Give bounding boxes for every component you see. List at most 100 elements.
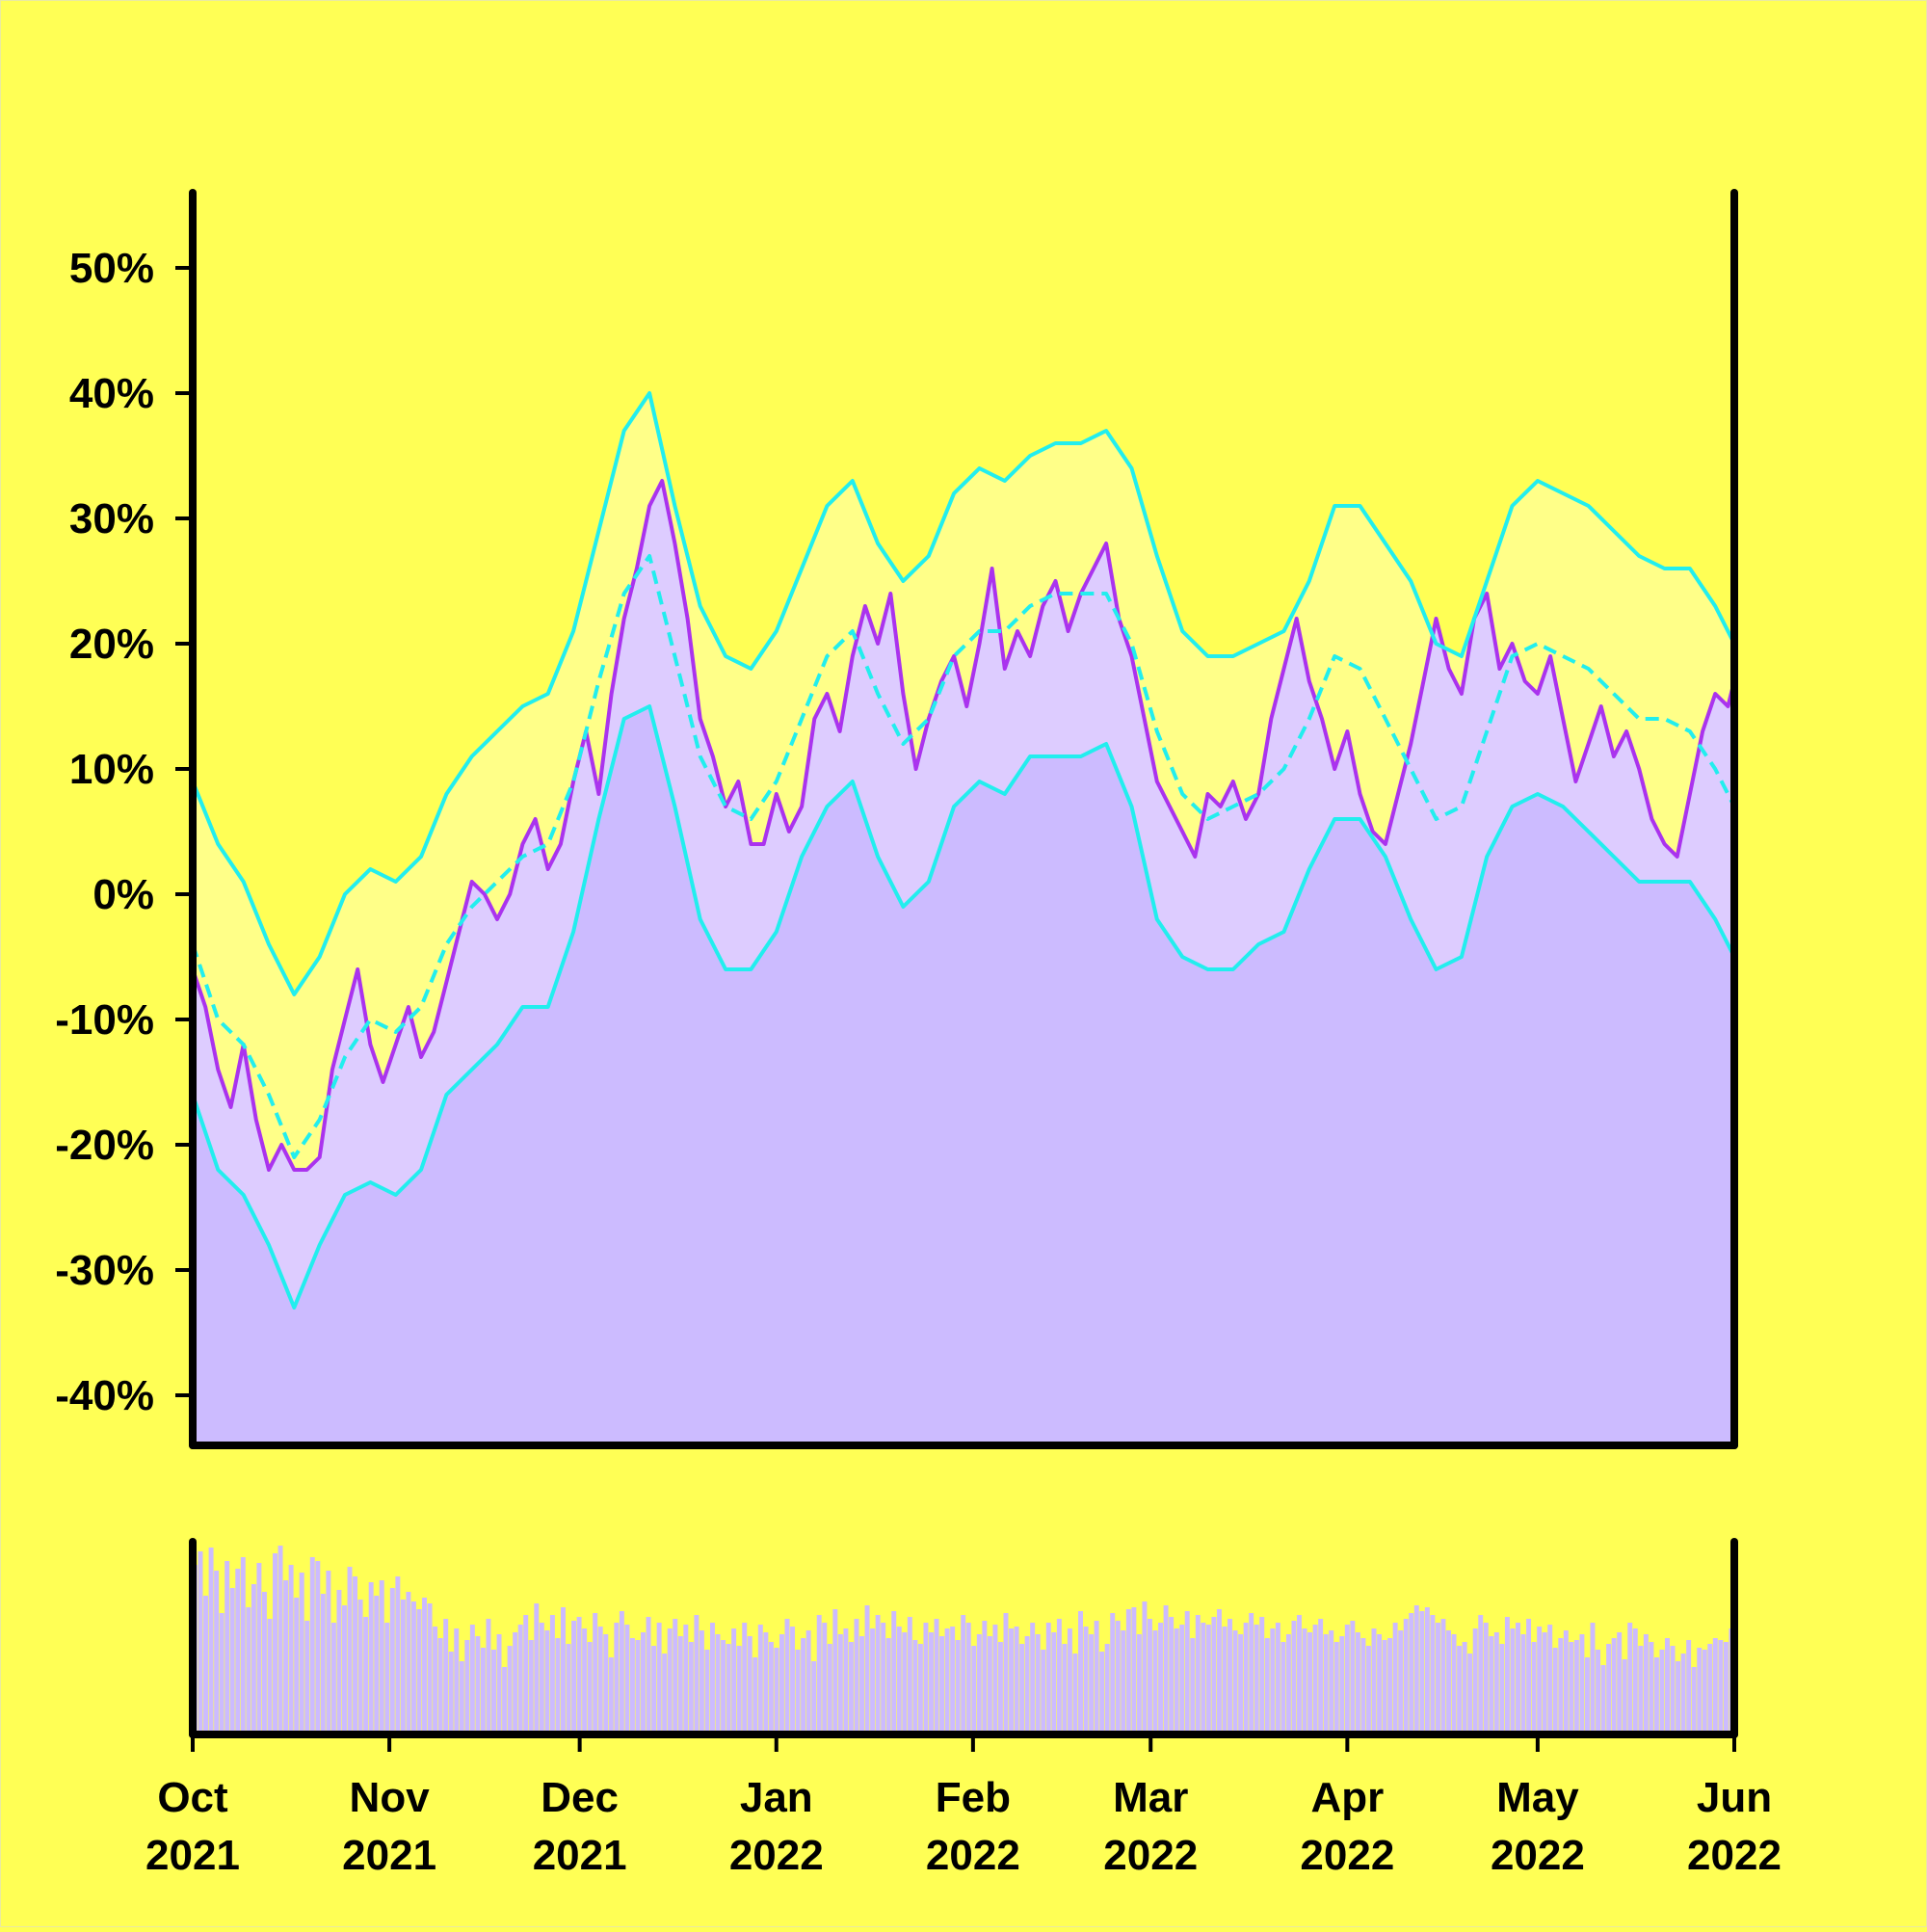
volume-bar bbox=[1099, 1652, 1105, 1734]
volume-bar bbox=[859, 1636, 864, 1734]
x-axis-ticks: Oct 2021 Nov 2021 Dec 2021 Jan 2022 Feb 2022 Mar 20… bbox=[145, 1734, 1782, 1879]
volume-bar bbox=[517, 1625, 523, 1734]
volume-bar bbox=[1350, 1621, 1356, 1734]
volume-bar bbox=[582, 1628, 588, 1734]
volume-bar bbox=[721, 1640, 726, 1734]
volume-bar bbox=[357, 1600, 363, 1734]
volume-bar bbox=[1547, 1625, 1553, 1734]
volume-bar bbox=[1222, 1627, 1227, 1734]
volume-bar bbox=[528, 1640, 534, 1734]
volume-bar bbox=[1409, 1613, 1414, 1734]
volume-bar bbox=[1723, 1642, 1729, 1734]
volume-bar bbox=[1552, 1648, 1558, 1734]
volume-bar bbox=[907, 1617, 912, 1734]
lower-band-area bbox=[193, 606, 1734, 1445]
x-tick-label-year: 2022 bbox=[1491, 1832, 1585, 1879]
volume-bar bbox=[1510, 1628, 1516, 1734]
volume-bar bbox=[566, 1644, 571, 1734]
volume-bar bbox=[704, 1650, 710, 1734]
volume-bar bbox=[816, 1615, 822, 1734]
volume-bar bbox=[336, 1590, 342, 1734]
volume-bar bbox=[1009, 1628, 1014, 1734]
volume-bar bbox=[1360, 1638, 1366, 1734]
volume-bar bbox=[1333, 1642, 1339, 1734]
volume-bar bbox=[427, 1603, 433, 1734]
x-tick-label-month: Dec bbox=[541, 1774, 619, 1821]
volume-bar bbox=[673, 1619, 678, 1734]
volume-bar bbox=[1596, 1650, 1600, 1734]
volume-bar bbox=[1121, 1630, 1126, 1734]
volume-bar bbox=[1483, 1623, 1489, 1734]
x-tick-label-year: 2022 bbox=[1300, 1832, 1394, 1879]
x-tick-label-year: 2021 bbox=[145, 1832, 240, 1879]
volume-bar bbox=[1584, 1657, 1590, 1734]
volume-bar bbox=[502, 1667, 508, 1734]
volume-bar bbox=[1254, 1625, 1259, 1734]
volume-bar bbox=[1643, 1634, 1649, 1734]
volume-bar bbox=[240, 1557, 246, 1734]
volume-bar bbox=[294, 1598, 300, 1734]
volume-bar bbox=[939, 1636, 945, 1734]
volume-bar bbox=[854, 1619, 859, 1734]
y-tick-label: 0% bbox=[92, 871, 154, 918]
volume-bar bbox=[1526, 1619, 1532, 1734]
volume-bar bbox=[1611, 1638, 1617, 1734]
volume-bar bbox=[1323, 1634, 1329, 1734]
volume-bar bbox=[513, 1632, 518, 1734]
volume-bar bbox=[1179, 1625, 1185, 1734]
x-tick-label-year: 2021 bbox=[533, 1832, 627, 1879]
volume-bar bbox=[1365, 1646, 1371, 1734]
volume-bar bbox=[774, 1648, 779, 1734]
volume-bar bbox=[1142, 1601, 1148, 1734]
volume-bar bbox=[587, 1642, 593, 1734]
volume-bar bbox=[1712, 1638, 1718, 1734]
volume-bar bbox=[320, 1594, 326, 1734]
volume-bar bbox=[1697, 1648, 1703, 1734]
volume-bar bbox=[416, 1609, 422, 1734]
volume-bar bbox=[1243, 1623, 1249, 1734]
x-tick-label-month: Nov bbox=[350, 1774, 431, 1821]
volume-bar bbox=[1398, 1630, 1404, 1734]
volume-bar bbox=[1339, 1636, 1345, 1734]
volume-bar bbox=[961, 1615, 966, 1734]
volume-bar bbox=[1419, 1611, 1425, 1734]
volume-bar bbox=[1659, 1650, 1665, 1734]
volume-bar bbox=[1232, 1630, 1238, 1734]
volume-bar bbox=[1691, 1667, 1697, 1734]
volume-bar bbox=[757, 1625, 763, 1734]
volume-bar bbox=[422, 1598, 427, 1734]
volume-bar bbox=[827, 1644, 832, 1734]
volume-bar bbox=[1115, 1621, 1121, 1734]
volume-bar bbox=[1205, 1625, 1211, 1734]
x-tick-label-year: 2022 bbox=[729, 1832, 824, 1879]
volume-bar bbox=[1600, 1665, 1606, 1734]
y-tick-label: 50% bbox=[69, 245, 154, 292]
volume-bar bbox=[1078, 1611, 1083, 1734]
volume-bar bbox=[1499, 1644, 1505, 1734]
volume-bar bbox=[235, 1569, 241, 1734]
volume-bar bbox=[1035, 1634, 1041, 1734]
volume-bar bbox=[549, 1615, 555, 1734]
volume-bar bbox=[469, 1625, 475, 1734]
volume-bar bbox=[1665, 1638, 1670, 1734]
volume-bar bbox=[1377, 1634, 1383, 1734]
volume-bar bbox=[795, 1650, 801, 1734]
volume-bar bbox=[267, 1619, 273, 1734]
volume-bar bbox=[1440, 1619, 1446, 1734]
volume-bar bbox=[987, 1636, 992, 1734]
x-tick-label-month: Oct bbox=[157, 1774, 228, 1821]
volume-bar bbox=[1270, 1628, 1276, 1734]
volume-bar bbox=[1003, 1613, 1009, 1734]
volume-bar bbox=[486, 1619, 491, 1734]
volume-bar bbox=[763, 1632, 769, 1734]
volume-bar bbox=[1392, 1623, 1398, 1734]
volume-bar bbox=[885, 1638, 891, 1734]
volume-bar bbox=[1676, 1661, 1681, 1734]
volume-bar bbox=[811, 1661, 817, 1734]
volume-bar bbox=[923, 1623, 929, 1734]
volume-bar bbox=[534, 1603, 540, 1734]
volume-bar bbox=[1430, 1615, 1436, 1734]
volume-bar bbox=[896, 1627, 902, 1734]
y-tick-label: -10% bbox=[55, 996, 154, 1044]
volume-bar bbox=[1051, 1632, 1057, 1734]
